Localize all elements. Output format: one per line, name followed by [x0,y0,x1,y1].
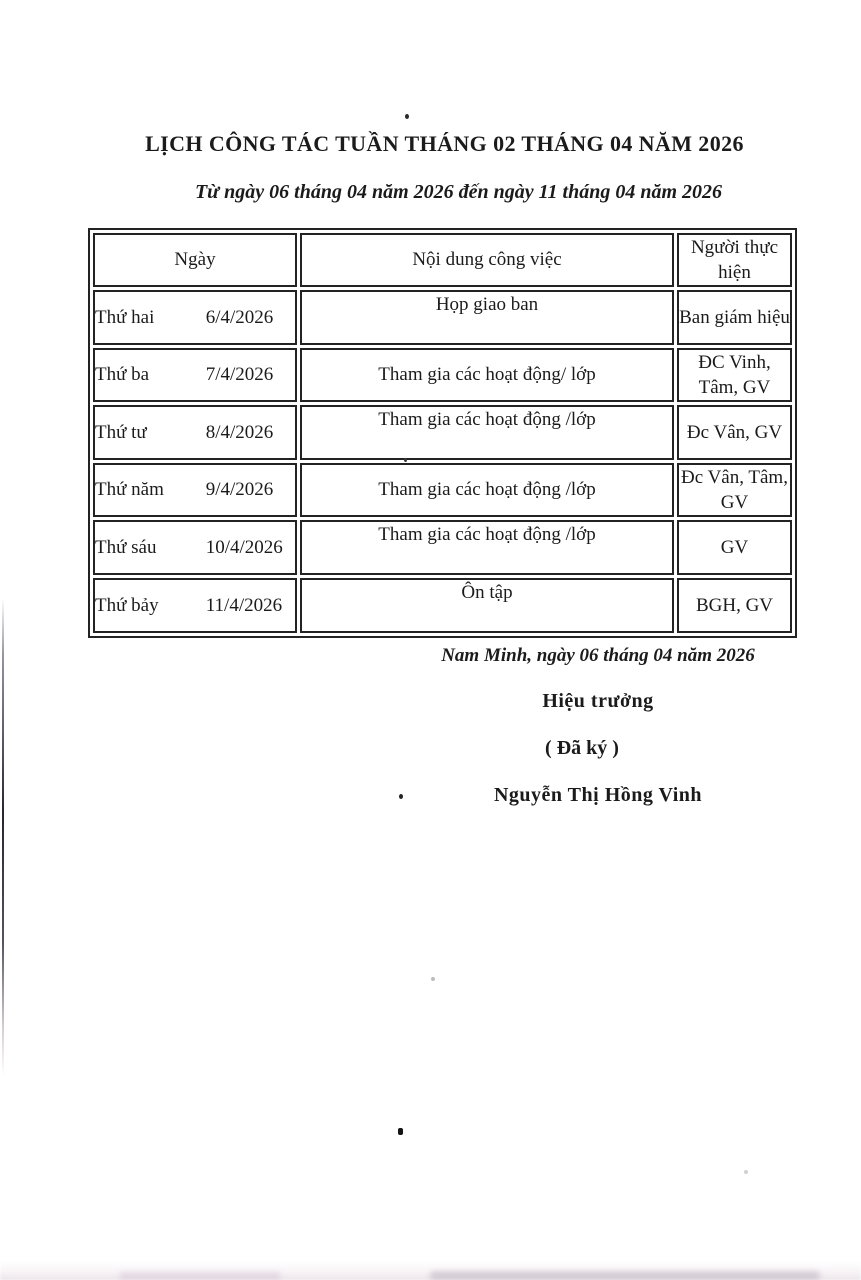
table-row-friday: Thứ sáu 10/4/2026 Tham gia các hoạt động… [93,520,792,576]
work-content-cell: Tham gia các hoạt động/ lớp [300,348,674,403]
assignee-cell: GV [677,520,792,576]
ink-dot-artifact [405,114,409,119]
table-header-row: Ngày Nội dung công việc Người thực hiện [93,233,792,288]
table-row-monday: Thứ hai 6/4/2026 Họp giao ban Ban giám h… [93,290,792,346]
signature-name: Nguyễn Thị Hồng Vinh [493,784,703,806]
scan-bleed-artifact [120,1272,280,1280]
work-content-cell: Tham gia các hoạt động /lớp [300,405,674,461]
day-label: Thứ ba [95,364,150,386]
day-label: Thứ hai [95,306,155,328]
scan-bleed-artifact [430,1271,820,1280]
day-date-cell: Thứ sáu 10/4/2026 [93,520,297,576]
signature-place-date: Nam Minh, ngày 06 tháng 04 năm 2026 [441,645,755,666]
ink-dot-artifact [404,458,407,462]
ink-dot-artifact [398,1128,403,1135]
work-content-cell: Ôn tập [300,578,674,634]
ink-dot-artifact [431,977,435,981]
day-label: Thứ tư [95,421,147,443]
day-date-cell: Thứ năm 9/4/2026 [93,463,297,518]
assignee-cell: BGH, GV [677,578,792,634]
day-date-cell: Thứ bảy 11/4/2026 [93,578,297,634]
work-content-cell: Tham gia các hoạt động /lớp [300,463,674,518]
signature-block: Nam Minh, ngày 06 tháng 04 năm 2026 Hiệu… [373,645,823,807]
date-value: 10/4/2026 [205,536,283,558]
document-subtitle: Từ ngày 06 tháng 04 năm 2026 đến ngày 11… [194,181,723,203]
work-content-cell: Họp giao ban [300,290,674,346]
signature-role: Hiệu trưởng [542,690,654,712]
scan-fold-line-artifact [2,598,4,1076]
table-row-tuesday: Thứ ba 7/4/2026 Tham gia các hoạt động/ … [93,348,792,403]
date-value: 8/4/2026 [205,421,274,443]
assignee-cell: ĐC Vinh, Tâm, GV [677,348,792,403]
date-value: 11/4/2026 [205,594,283,616]
column-header-date: Ngày [93,233,297,288]
table-row-thursday: Thứ năm 9/4/2026 Tham gia các hoạt động … [93,463,792,518]
column-header-content: Nội dung công việc [300,233,674,288]
table-row-wednesday: Thứ tư 8/4/2026 Tham gia các hoạt động /… [93,405,792,461]
day-label: Thứ sáu [95,536,157,558]
work-content-cell: Tham gia các hoạt động /lớp [300,520,674,576]
ink-dot-artifact [744,1170,748,1174]
signature-signed-note: ( Đã ký ) [545,737,619,759]
table-row-saturday: Thứ bảy 11/4/2026 Ôn tập BGH, GV [93,578,792,634]
assignee-cell: Ban giám hiệu [677,290,792,346]
day-date-cell: Thứ ba 7/4/2026 [93,348,297,403]
date-value: 9/4/2026 [205,479,274,501]
schedule-table: Ngày Nội dung công việc Người thực hiện … [88,228,797,639]
day-date-cell: Thứ hai 6/4/2026 [93,290,297,346]
date-value: 7/4/2026 [205,364,274,386]
day-date-cell: Thứ tư 8/4/2026 [93,405,297,461]
scan-bleed-artifact [0,1262,861,1280]
date-value: 6/4/2026 [205,306,274,328]
column-header-assignee: Người thực hiện [677,233,792,288]
day-label: Thứ năm [95,479,164,501]
assignee-cell: Đc Vân, GV [677,405,792,461]
document-title: LỊCH CÔNG TÁC TUẦN THÁNG 02 THÁNG 04 NĂM… [145,131,744,156]
assignee-cell: Đc Vân, Tâm, GV [677,463,792,518]
ink-dot-artifact [399,794,403,799]
day-label: Thứ bảy [95,594,159,616]
